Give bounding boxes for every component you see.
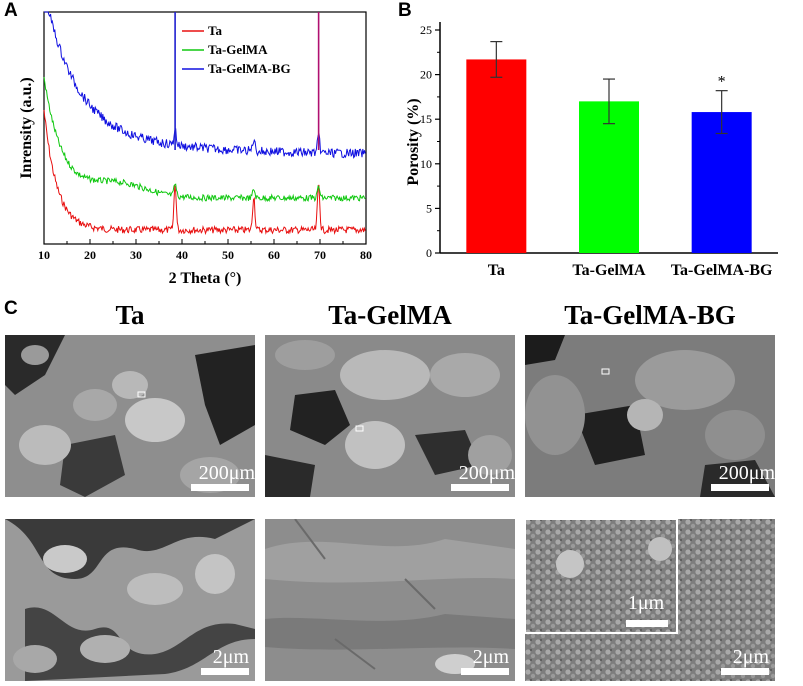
sem-image-ta-low: 200μm — [5, 335, 255, 497]
scale-bar-200um-ta: 200μm — [165, 463, 255, 497]
x-axis-label: 2 Theta (°) — [169, 270, 242, 287]
xrd-line-ta — [43, 109, 366, 236]
scale-label: 200μm — [198, 462, 255, 484]
x-tick-label-60: 60 — [268, 248, 280, 262]
scale-bar-200um-ta-gelma-bg: 200μm — [685, 463, 775, 497]
scale-bar — [201, 668, 249, 675]
bar-ta-gelma-bg — [691, 112, 752, 254]
sem-image-ta-high: 2μm — [5, 519, 255, 681]
scale-bar — [721, 668, 769, 675]
category-label-ta-gelma-bg: Ta-GelMA-BG — [671, 262, 773, 279]
y-tick-label-0: 0 — [426, 246, 432, 260]
sem-title-ta-gelma-bg: Ta-GelMA-BG — [564, 300, 736, 330]
y-tick-label-5: 5 — [426, 201, 432, 215]
legend-label-2: Ta-GelMA-BG — [208, 61, 291, 76]
legend-label-0: Ta — [208, 23, 222, 38]
scale-bar — [626, 620, 668, 627]
plot-frame — [43, 11, 367, 245]
category-label-ta-gelma: Ta-GelMA — [572, 262, 646, 279]
y-axis-label-porosity: Porosity (%) — [405, 98, 422, 185]
scale-bar-2um-ta: 2μm — [165, 647, 255, 681]
y-tick-label-15: 15 — [420, 112, 432, 126]
sem-image-ta-gelma-high: 2μm — [265, 519, 515, 681]
scale-label: 1μm — [627, 592, 665, 614]
sem-image-ta-gelma-bg-high: 1μm 2μm — [525, 519, 775, 681]
x-tick-label-10: 10 — [38, 248, 50, 262]
scale-label: 2μm — [472, 646, 509, 668]
inset-scale-bar-1um: 1μm — [617, 593, 675, 631]
panel-label-c: C — [4, 298, 18, 319]
legend-label-1: Ta-GelMA — [208, 42, 268, 57]
scale-bar-2um-ta-gelma-bg: 2μm — [685, 647, 775, 681]
x-tick-label-40: 40 — [176, 248, 188, 262]
scale-bar-200um-ta-gelma: 200μm — [425, 463, 515, 497]
bar-ta — [466, 59, 527, 253]
scale-label: 2μm — [212, 646, 249, 668]
y-tick-label-20: 20 — [420, 68, 432, 82]
sem-title-ta-gelma: Ta-GelMA — [328, 300, 452, 330]
scale-label: 200μm — [458, 462, 515, 484]
x-tick-label-50: 50 — [222, 248, 234, 262]
x-tick-label-80: 80 — [360, 248, 372, 262]
panel-label-a: A — [4, 0, 18, 21]
sem-image-ta-gelma-low: 200μm — [265, 335, 515, 497]
significance-marker: * — [718, 74, 726, 91]
scale-bar — [711, 484, 769, 491]
xrd-chart: 10 20 30 40 50 60 70 80 2 Theta (°) Inrensity (… — [18, 11, 372, 287]
porosity-chart: 0 5 10 15 20 25 Ta Ta-GelMA Ta-GelMA-BG * Porosi… — [405, 22, 778, 279]
y-tick-label-10: 10 — [420, 157, 432, 171]
sem-title-ta: Ta — [115, 300, 145, 330]
category-label-ta: Ta — [488, 262, 505, 279]
x-tick-label-30: 30 — [130, 248, 142, 262]
scale-bar — [451, 484, 509, 491]
bar-ta-gelma — [579, 101, 639, 253]
y-tick-label-25: 25 — [420, 23, 432, 37]
x-tick-label-70: 70 — [314, 248, 326, 262]
y-axis-label: Inrensity (a.u.) — [18, 77, 35, 179]
scale-bar — [461, 668, 509, 675]
panel-label-b: B — [398, 0, 412, 21]
scale-label: 2μm — [732, 646, 769, 668]
scale-bar-2um-ta-gelma: 2μm — [425, 647, 515, 681]
x-tick-label-20: 20 — [84, 248, 96, 262]
sem-image-ta-gelma-bg-low: 200μm — [525, 335, 775, 497]
xrd-line-ta-gelma — [43, 76, 366, 203]
scale-label: 200μm — [718, 462, 775, 484]
xrd-line-ta-gelma-bg — [44, 11, 366, 159]
scale-bar — [191, 484, 249, 491]
